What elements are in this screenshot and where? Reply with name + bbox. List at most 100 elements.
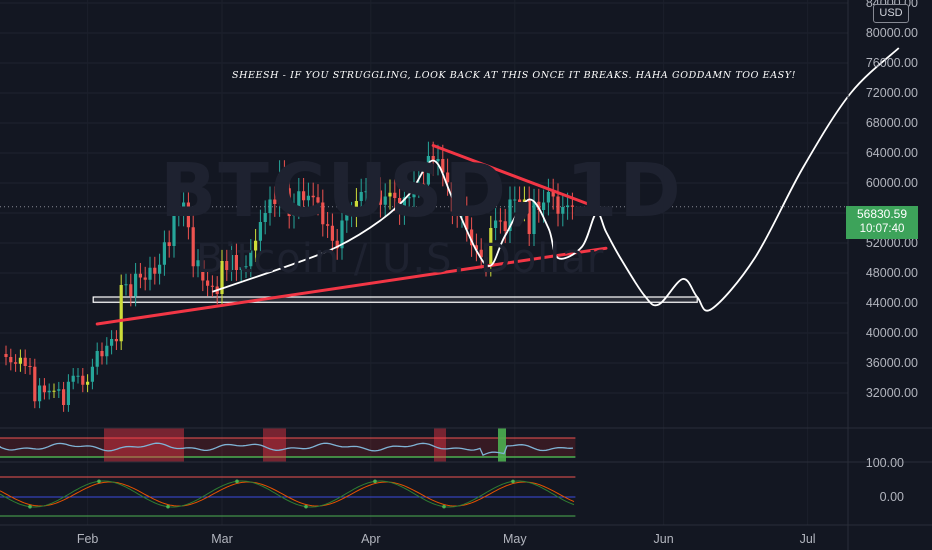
candle-body <box>66 381 70 405</box>
candle-body <box>412 184 416 198</box>
bar-countdown: 10:07:40 <box>859 223 905 235</box>
candle-body <box>503 221 507 231</box>
candle-body <box>14 362 18 364</box>
candle-body <box>551 192 555 197</box>
candle-body <box>191 227 195 267</box>
candle-body <box>494 220 498 228</box>
y-tick-label: 64000.00 <box>866 146 918 160</box>
candle-body <box>230 255 234 270</box>
x-tick-label: Mar <box>211 532 233 546</box>
x-tick-label: Jun <box>654 532 674 546</box>
y-tick-label: 44000.00 <box>866 296 918 310</box>
candle-body <box>537 201 541 210</box>
rsi-overbought-zone <box>263 428 286 462</box>
candle-body <box>316 197 320 203</box>
currency-button[interactable]: USD <box>873 4 909 23</box>
oscillator-panes <box>0 428 576 517</box>
candle-body <box>263 213 267 222</box>
y-tick-label: 68000.00 <box>866 116 918 130</box>
candle-body <box>350 214 354 216</box>
candle-body <box>206 280 210 286</box>
candle-body <box>364 191 368 193</box>
stoch-cross-dot <box>97 479 101 484</box>
candle-body <box>369 189 373 192</box>
candle-body <box>182 202 186 214</box>
candle-body <box>273 199 277 204</box>
candle-body <box>570 205 574 207</box>
candle-body <box>508 199 512 231</box>
candle-body <box>326 224 330 226</box>
candle-body <box>62 389 66 405</box>
candle-body <box>393 192 397 198</box>
candle-body <box>441 159 445 173</box>
candle-body <box>90 366 94 382</box>
candle-body <box>57 389 61 391</box>
y-tick-label: 80000.00 <box>866 26 918 40</box>
candle-body <box>287 188 291 216</box>
candle-body <box>134 273 138 297</box>
candle-body <box>119 285 123 342</box>
y-tick-label: 48000.00 <box>866 266 918 280</box>
candle-body <box>402 197 406 213</box>
projection-path <box>212 47 900 312</box>
candle-body <box>95 351 99 367</box>
candle-body <box>446 172 450 183</box>
candle-body <box>124 284 128 286</box>
candle-body <box>47 390 51 393</box>
candle-body <box>18 357 22 364</box>
rsi-line <box>0 442 574 456</box>
candle-body <box>172 213 176 246</box>
candle-body <box>460 209 464 216</box>
candle-body <box>210 285 214 287</box>
rsi-band <box>0 438 576 457</box>
candle-body <box>153 267 157 274</box>
candle-body <box>345 214 349 221</box>
x-tick-label: Feb <box>77 532 99 546</box>
last-price-tag: 56830.59 10:07:40 <box>846 206 918 239</box>
upper-trendline <box>431 144 608 213</box>
stoch-k-line <box>0 480 575 508</box>
stoch-cross-dot <box>28 504 32 509</box>
last-price-value: 56830.59 <box>856 207 908 221</box>
candle-body <box>527 199 531 234</box>
candle-body <box>138 273 142 278</box>
candle-body <box>436 159 440 162</box>
y-tick-label: 40000.00 <box>866 326 918 340</box>
osc-tick-label: 100.00 <box>866 456 904 470</box>
candle-body <box>378 190 382 205</box>
candle-body <box>28 366 32 367</box>
candle-body <box>321 202 325 225</box>
stoch-cross-dot <box>442 504 446 509</box>
x-tick-label: May <box>503 532 527 546</box>
candles <box>4 141 574 412</box>
candle-body <box>254 240 258 251</box>
stoch-cross-dot <box>235 479 239 484</box>
x-tick-label: Apr <box>361 532 380 546</box>
candle-body <box>306 195 310 201</box>
rsi-oversold-zone <box>498 428 506 462</box>
candle-body <box>422 183 426 185</box>
candle-body <box>330 225 334 241</box>
candle-body <box>513 199 517 201</box>
drawings-front <box>95 47 900 326</box>
candle-body <box>268 199 272 213</box>
stoch-cross-dot <box>166 504 170 509</box>
candle-body <box>474 245 478 250</box>
candle-body <box>484 257 488 266</box>
candle-body <box>86 381 90 385</box>
candle-body <box>407 197 411 199</box>
candle-body <box>388 192 392 197</box>
candle-body <box>340 220 344 249</box>
candle-body <box>566 205 570 207</box>
candle-body <box>162 242 166 265</box>
candle-body <box>383 196 387 205</box>
candle-body <box>359 192 363 201</box>
candle-body <box>417 183 421 185</box>
candle-body <box>158 264 162 274</box>
candle-body <box>426 156 430 185</box>
candle-body <box>249 250 253 267</box>
candle-body <box>335 240 339 249</box>
candle-body <box>354 201 358 215</box>
candle-body <box>542 202 546 210</box>
